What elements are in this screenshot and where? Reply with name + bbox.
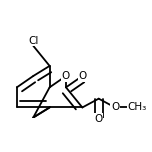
Text: O: O [62, 71, 70, 81]
Text: O: O [111, 102, 119, 112]
Text: O: O [78, 71, 86, 81]
Text: CH₃: CH₃ [128, 102, 147, 112]
Text: O: O [95, 114, 103, 124]
Text: Cl: Cl [28, 36, 38, 46]
